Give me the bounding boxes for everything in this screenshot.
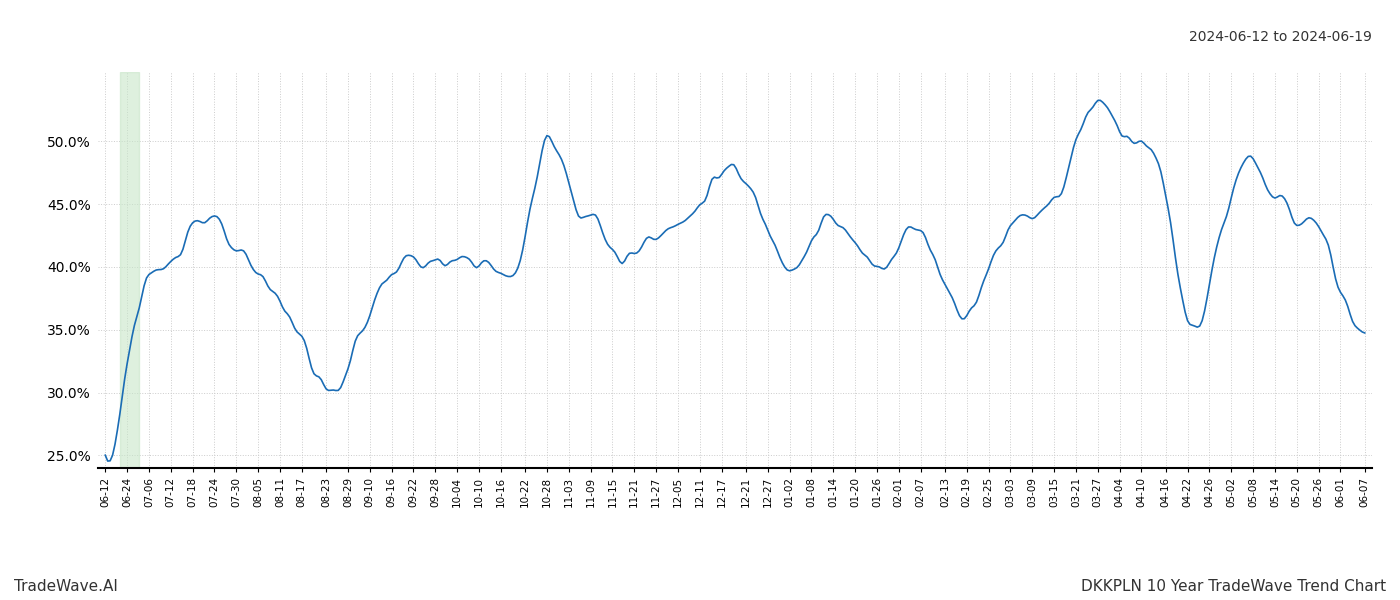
Text: DKKPLN 10 Year TradeWave Trend Chart: DKKPLN 10 Year TradeWave Trend Chart [1081,579,1386,594]
Text: 2024-06-12 to 2024-06-19: 2024-06-12 to 2024-06-19 [1189,30,1372,44]
Bar [120,72,139,468]
Text: TradeWave.AI: TradeWave.AI [14,579,118,594]
